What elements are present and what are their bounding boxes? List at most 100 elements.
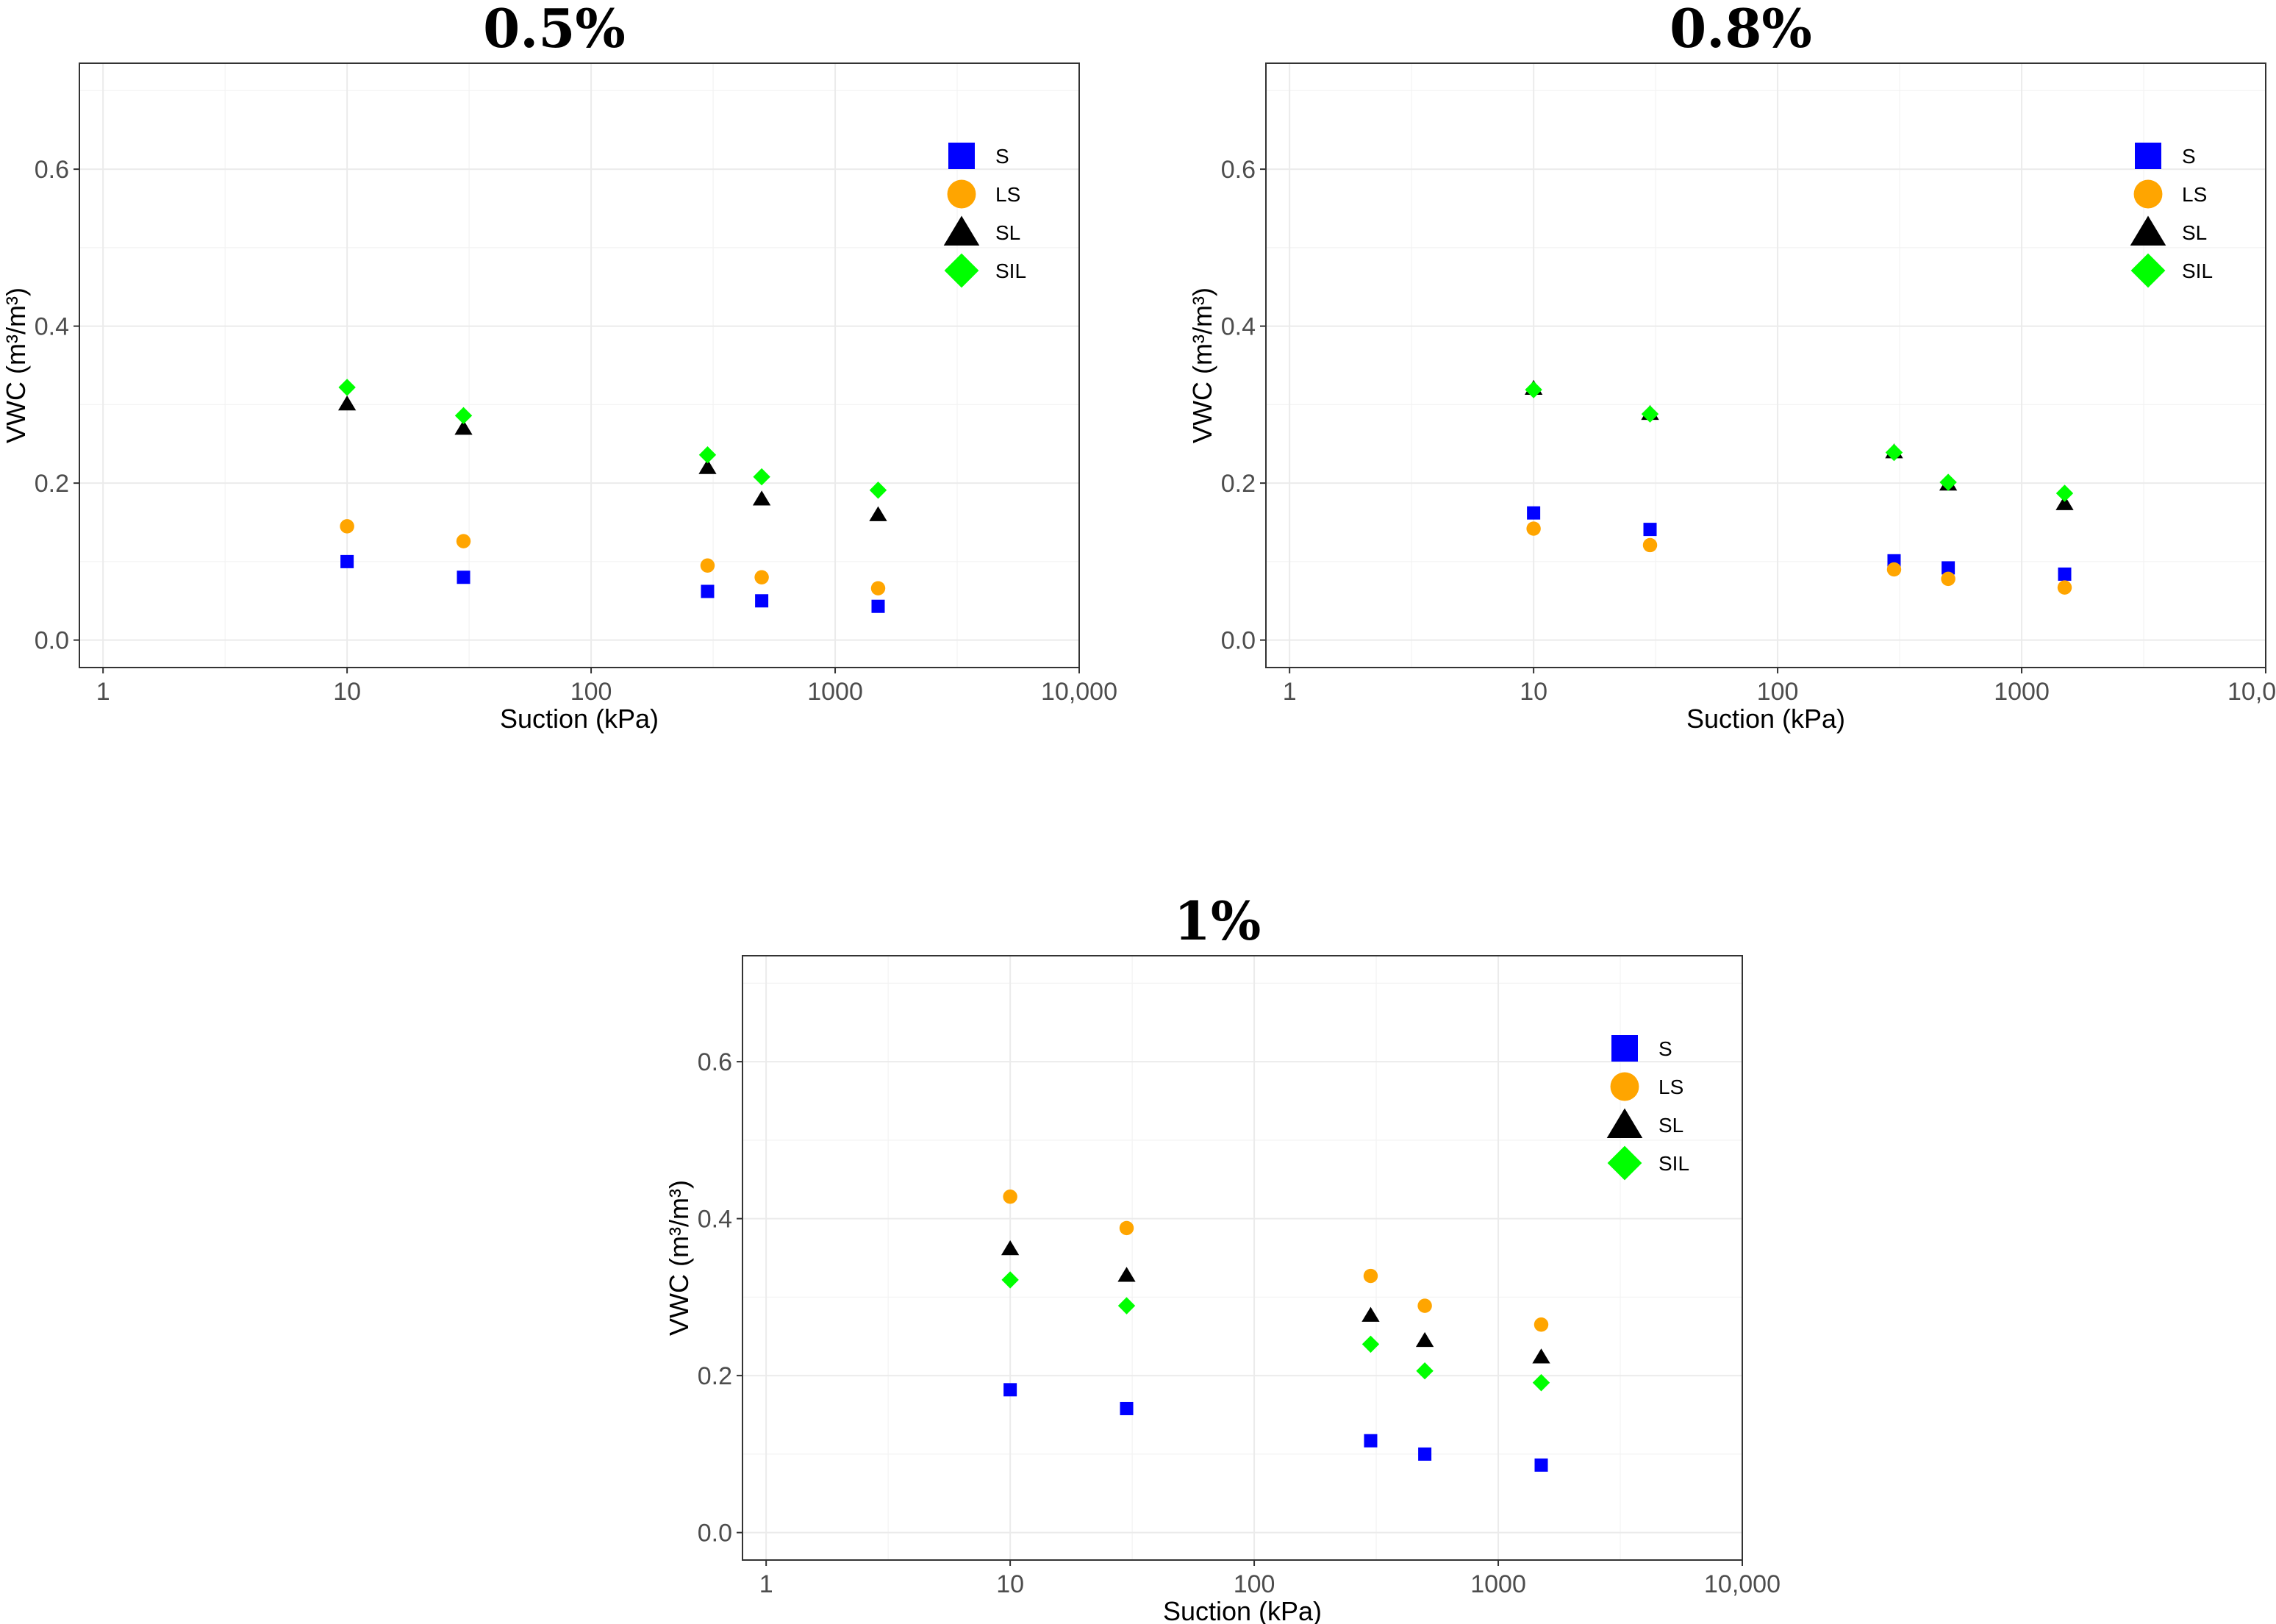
data-point-sl — [454, 420, 473, 435]
chart-panel-3: 0.0 0.2 0.4 0.6 1 10 100 1000 10,000 1% Suction (k… — [664, 890, 1781, 1624]
data-point-sil — [338, 379, 356, 396]
data-point-sil — [1525, 381, 1542, 398]
legend-key-sl — [943, 215, 980, 246]
data-point-sl — [337, 396, 357, 411]
series-sl — [337, 396, 887, 521]
data-point-ls — [1941, 571, 1955, 587]
y-tick-label: 0.2 — [35, 470, 69, 498]
data-point-s — [1643, 523, 1657, 537]
legend-label-ls: LS — [995, 183, 1020, 206]
data-point-ls — [1534, 1317, 1549, 1332]
y-axis-label: VWC (m³/m³) — [664, 1180, 694, 1336]
series-sil — [1525, 381, 2074, 502]
legend-label-sl: SL — [1658, 1114, 1683, 1137]
legend-label-sl: SL — [2182, 221, 2207, 244]
data-point-ls — [456, 534, 471, 548]
legend-label-s: S — [1658, 1037, 1672, 1060]
series-ls — [1526, 521, 2072, 595]
legend-key-sl — [1606, 1108, 1643, 1138]
data-point-ls — [1417, 1298, 1432, 1313]
plot-area — [742, 955, 1743, 1561]
data-point-sl — [1532, 1348, 1550, 1364]
panel-frame — [79, 62, 1080, 668]
series-sl — [1001, 1240, 1550, 1364]
x-tick-label: 1000 — [1470, 1570, 1526, 1598]
series-s — [1527, 506, 2072, 581]
series-sil — [338, 379, 887, 499]
plot-area — [79, 62, 1080, 668]
legend: S LS SL SIL — [2130, 143, 2213, 288]
data-point-s — [701, 584, 715, 598]
x-tick-label: 1 — [96, 678, 110, 706]
legend-key-ls — [947, 179, 976, 209]
series-s — [340, 554, 885, 613]
data-point-sil — [1117, 1297, 1136, 1314]
data-point-sil — [1641, 405, 1659, 423]
y-tick-label: 0.0 — [35, 627, 69, 655]
data-point-sil — [1885, 443, 1903, 462]
x-tick-label: 1 — [759, 1570, 773, 1598]
panel-frame — [742, 955, 1743, 1561]
data-point-s — [1527, 506, 1541, 520]
data-point-sil — [1939, 473, 1957, 491]
legend-label-sil: SIL — [2182, 260, 2213, 282]
y-tick-label: 0.4 — [698, 1206, 732, 1234]
data-point-sl — [1415, 1331, 1434, 1348]
panel-frame — [1265, 62, 2266, 668]
data-point-sil — [869, 482, 887, 499]
data-point-sl — [1361, 1306, 1380, 1322]
y-tick-label: 0.0 — [698, 1520, 732, 1548]
y-tick-label: 0.2 — [698, 1362, 732, 1390]
y-tick-label: 0.2 — [1221, 470, 1256, 498]
x-tick-label: 10,000 — [2227, 678, 2276, 706]
legend-key-sil — [1607, 1145, 1642, 1181]
x-tick-label: 100 — [570, 678, 612, 706]
data-point-s — [457, 570, 470, 584]
x-tick-label: 1 — [1283, 678, 1297, 706]
y-tick-label: 0.6 — [1221, 156, 1256, 184]
data-point-sil — [698, 446, 717, 464]
legend-label-s: S — [995, 145, 1009, 168]
data-point-ls — [754, 570, 769, 584]
data-point-sil — [454, 407, 473, 425]
legend-label-sil: SIL — [1658, 1152, 1689, 1175]
data-point-ls — [340, 519, 354, 534]
legend-key-sil — [944, 253, 979, 288]
y-tick-label: 0.4 — [1221, 313, 1256, 341]
data-point-ls — [870, 581, 886, 595]
legend-key-ls — [2133, 179, 2163, 209]
data-point-sl — [1001, 1240, 1020, 1256]
y-tick-label: 0.6 — [698, 1048, 732, 1076]
x-axis-label: Suction (kPa) — [1163, 1596, 1322, 1624]
data-point-sl — [1117, 1267, 1136, 1282]
y-tick-label: 0.4 — [35, 313, 69, 341]
data-point-sl — [698, 459, 717, 474]
series-ls — [340, 519, 886, 595]
x-tick-label: 10 — [1520, 678, 1547, 706]
data-point-s — [1534, 1458, 1548, 1472]
x-tick-label: 10 — [333, 678, 361, 706]
chart-title: 1% — [1174, 890, 1262, 952]
data-point-s — [1120, 1401, 1134, 1415]
chart-title: 0.5% — [483, 0, 626, 60]
legend-label-ls: LS — [2182, 183, 2207, 206]
y-axis-label: VWC (m³/m³) — [1187, 287, 1217, 443]
data-point-sil — [1361, 1335, 1380, 1353]
data-point-s — [871, 599, 885, 613]
y-tick-label: 0.6 — [35, 156, 69, 184]
data-point-sil — [1532, 1374, 1550, 1392]
data-point-sl — [752, 490, 771, 506]
data-point-sil — [1416, 1362, 1434, 1380]
data-point-sl — [869, 506, 887, 521]
x-axis-label: Suction (kPa) — [500, 704, 659, 734]
x-tick-label: 100 — [1757, 678, 1799, 706]
data-point-s — [1364, 1434, 1378, 1448]
data-point-ls — [1363, 1268, 1378, 1284]
data-point-s — [755, 594, 769, 608]
series-ls — [1003, 1190, 1549, 1332]
legend: S LS SL SIL — [943, 143, 1026, 288]
legend-label-sil: SIL — [995, 260, 1026, 282]
data-point-s — [1003, 1383, 1017, 1397]
data-point-s — [340, 554, 354, 568]
data-point-s — [1942, 561, 1955, 575]
